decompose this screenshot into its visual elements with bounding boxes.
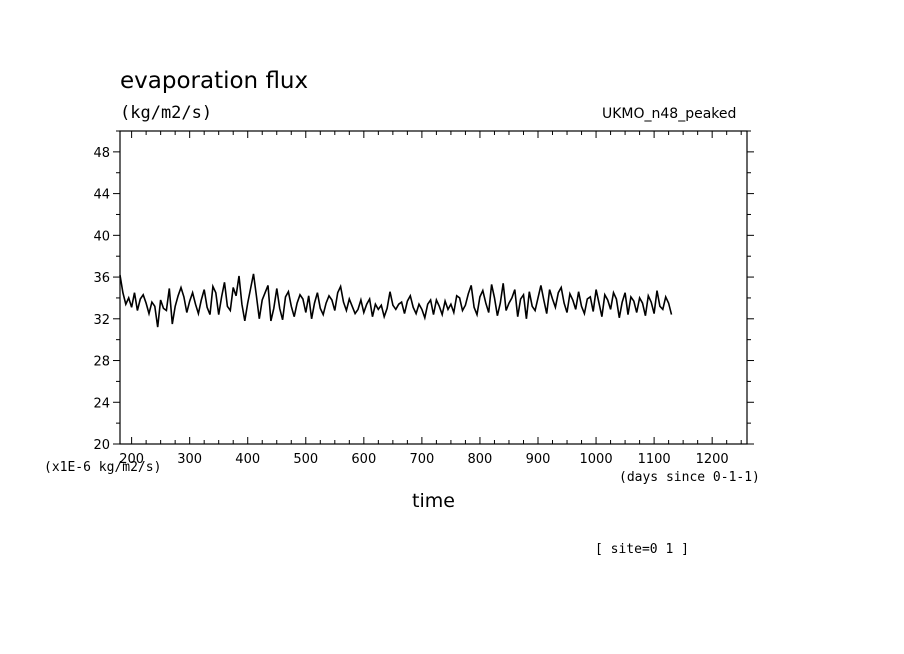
chart-subtitle-units: (kg/m2/s) <box>120 103 213 123</box>
y-tick-label: 44 <box>93 188 110 203</box>
x-axis-units: (days since 0-1-1) <box>619 470 760 485</box>
y-tick-label: 32 <box>93 313 110 328</box>
plot-frame <box>119 130 748 445</box>
y-tick-label: 36 <box>93 271 110 286</box>
x-tick-label: 400 <box>235 452 260 467</box>
axis-tick-labels: 200 300 400 500 600 700 800 900 1000 1100 1200 20 24… <box>93 146 728 467</box>
x-tick-label: 200 <box>119 452 144 467</box>
model-label: UKMO_n48_peaked <box>602 106 737 122</box>
x-tick-label: 900 <box>526 452 551 467</box>
x-tick-label: 700 <box>409 452 434 467</box>
y-tick-label: 48 <box>93 146 110 161</box>
series-group <box>119 273 673 328</box>
y-tick-label: 28 <box>93 355 110 370</box>
x-tick-label: 1100 <box>638 452 671 467</box>
y-tick-label: 20 <box>93 438 110 453</box>
x-tick-label: 500 <box>293 452 318 467</box>
x-axis-label: time <box>412 490 455 512</box>
x-tick-label: 300 <box>177 452 202 467</box>
axis-ticks <box>113 130 754 445</box>
y-axis-units: (x1E-6 kg/m2/s) <box>44 460 162 475</box>
chart-title: evaporation flux <box>120 68 309 94</box>
x-tick-label: 600 <box>351 452 376 467</box>
site-footer: [ site=0 1 ] <box>595 542 689 557</box>
x-tick-label: 800 <box>468 452 493 467</box>
y-tick-label: 40 <box>93 229 110 244</box>
x-tick-label: 1000 <box>580 452 613 467</box>
x-tick-label: 1200 <box>696 452 729 467</box>
series-line <box>119 273 673 328</box>
y-tick-label: 24 <box>93 396 110 411</box>
